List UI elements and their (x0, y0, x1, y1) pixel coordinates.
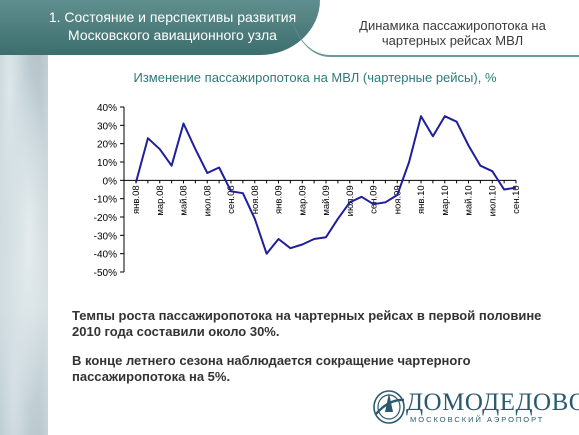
summary-paragraph-1: Темпы роста пассажиропотока на чартерных… (72, 308, 542, 339)
domodedovo-logo: ДОМОДЕДОВО МОСКОВСКИЙ АЭРОПОРТ (372, 385, 579, 433)
y-tick-label: 0% (103, 176, 118, 187)
chart-title: Изменение пассажиропотока на МВЛ (чартер… (133, 70, 497, 85)
x-tick-label: май.08 (179, 185, 190, 215)
logo-wordmark: ДОМОДЕДОВО (406, 389, 579, 416)
x-tick-label: сен.10 (511, 185, 522, 214)
x-tick-label: янв.09 (274, 185, 285, 214)
logo-subtitle: МОСКОВСКИЙ АЭРОПОРТ (410, 415, 545, 424)
summary-paragraph-2: В конце летнего сезона наблюдается сокра… (72, 353, 471, 384)
slide-title: Динамика пассажиропотока на чартерных ре… (359, 18, 546, 48)
x-tick-label: ноя.08 (250, 185, 261, 214)
y-tick-label: -30% (94, 231, 117, 242)
x-tick-label: июл.09 (345, 185, 356, 216)
line-chart: 40% 30% 20% 10% 0% -10% -20% -30% -40% -50% янв.08… (94, 103, 522, 279)
x-tick-label: июл.10 (487, 185, 498, 216)
section-banner: 1. Состояние и перспективы развития Моск… (0, 0, 320, 55)
y-tick-label: -40% (94, 250, 117, 261)
x-tick-label: май.10 (464, 185, 475, 215)
x-tick-label: мар.10 (440, 185, 451, 215)
x-tick-label: ноя.09 (392, 185, 403, 214)
x-tick-label: сен.08 (226, 185, 237, 214)
x-tick-label: сен.09 (369, 185, 380, 214)
y-tick-label: 10% (97, 158, 117, 169)
x-tick-label: мар.09 (297, 185, 308, 215)
x-tick-label: мар.08 (155, 185, 166, 215)
sky-fade (30, 0, 100, 435)
series-line (135, 115, 517, 255)
y-tick-label: 20% (97, 140, 117, 151)
x-tick-label: янв.10 (416, 185, 427, 214)
airport-emblem-icon (373, 390, 405, 424)
x-tick-label: июл.08 (202, 185, 213, 216)
y-tick-label: -50% (94, 268, 117, 279)
section-title: 1. Состояние и перспективы развития Моск… (48, 9, 297, 43)
y-tick-label: 30% (97, 121, 117, 132)
x-tick-label: янв.08 (131, 185, 142, 214)
y-tick-label: 40% (97, 103, 117, 114)
x-tick-label: май.09 (321, 185, 332, 215)
header-divider (290, 0, 579, 57)
y-tick-label: -20% (94, 213, 117, 224)
y-tick-label: -10% (94, 195, 117, 206)
